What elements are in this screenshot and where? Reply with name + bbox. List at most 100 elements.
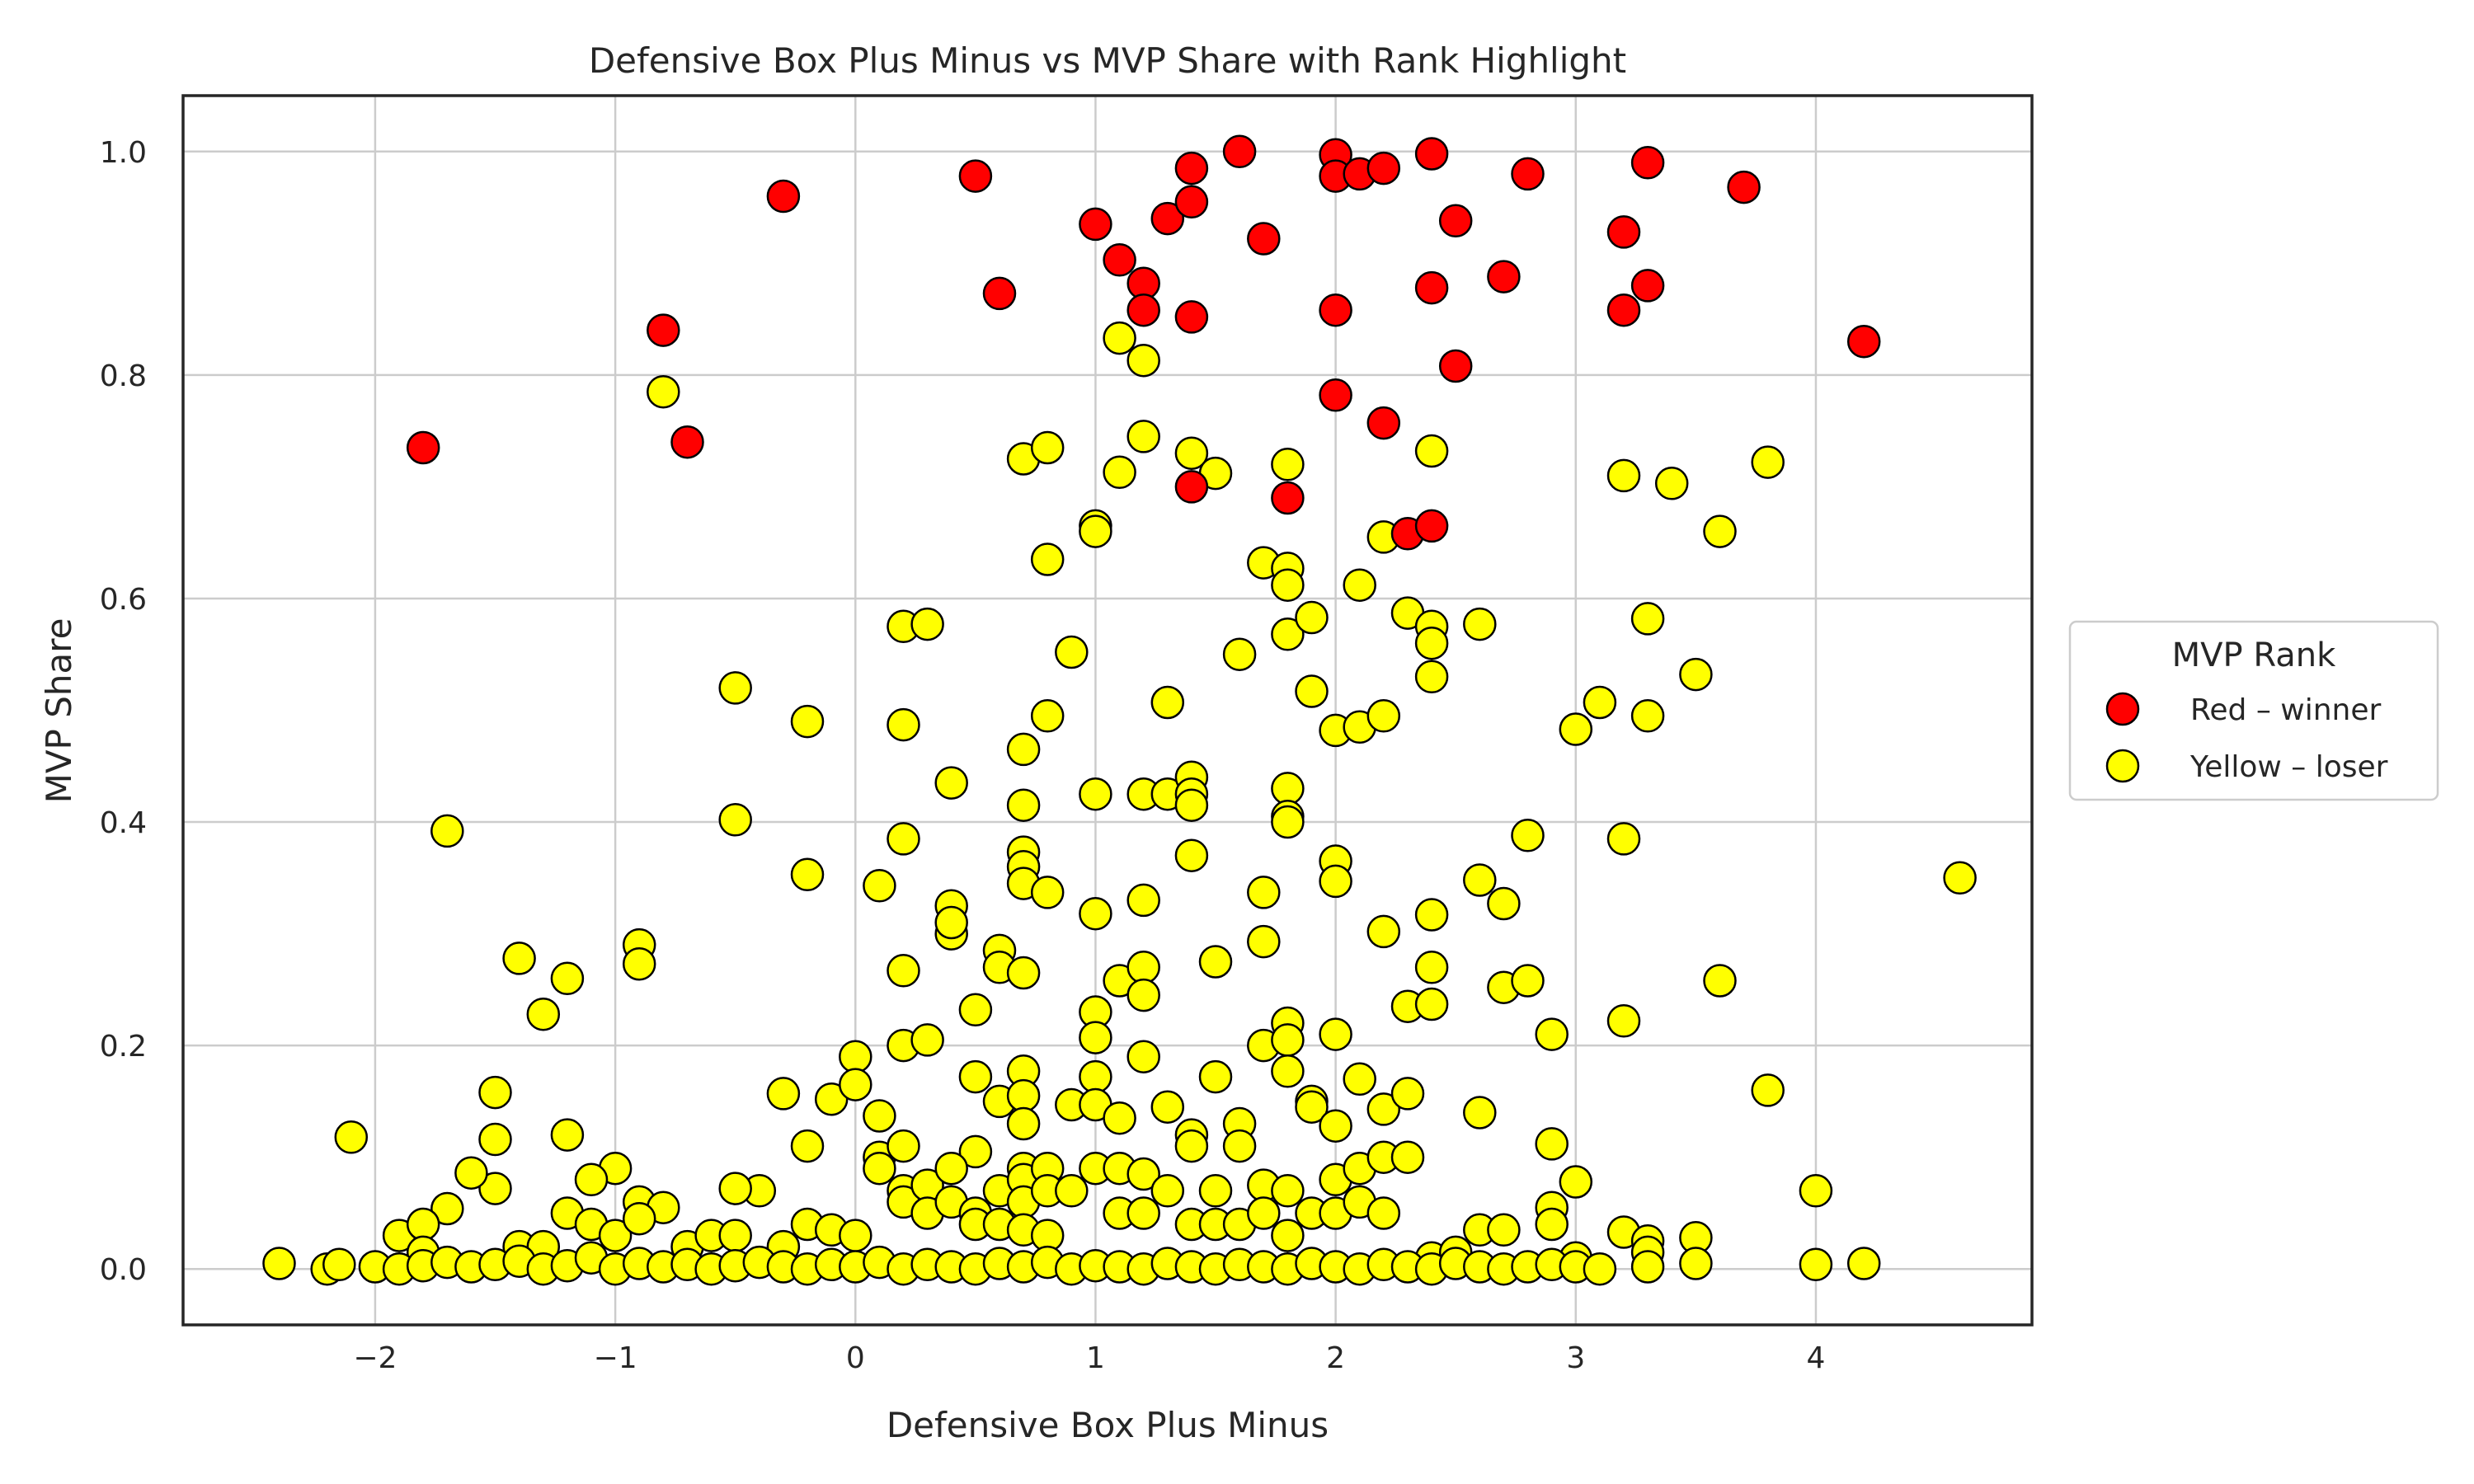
data-point-loser	[1630, 602, 1665, 636]
legend-entry-loser: Yellow – loser	[2189, 750, 2388, 784]
data-point-loser	[1271, 1023, 1305, 1057]
data-point-loser	[1247, 1196, 1281, 1230]
data-point-loser	[1030, 542, 1065, 576]
legend-marker-loser	[2105, 749, 2140, 783]
data-point-loser	[1030, 699, 1065, 733]
data-point-winner	[406, 430, 440, 465]
data-point-loser	[1271, 1174, 1305, 1208]
data-point-loser	[526, 997, 561, 1031]
data-point-winner	[1174, 300, 1209, 334]
data-point-loser	[863, 869, 896, 903]
data-point-loser	[574, 1162, 609, 1197]
data-point-winner	[1174, 151, 1209, 186]
data-point-loser	[1343, 568, 1376, 602]
data-point-loser	[1126, 978, 1160, 1012]
data-point-loser	[1150, 685, 1185, 720]
data-point-loser	[1174, 1129, 1209, 1163]
data-point-loser	[1198, 1174, 1233, 1208]
data-point-loser	[622, 1201, 656, 1236]
data-point-loser	[1319, 864, 1352, 899]
x-tick-label: 0	[846, 1341, 865, 1375]
data-point-loser	[1679, 1247, 1713, 1280]
data-point-loser	[934, 1151, 968, 1186]
data-point-loser	[1030, 430, 1065, 465]
data-point-loser	[887, 1129, 920, 1163]
y-axis-ticks: 0.0 0.2 0.4 0.6 0.8 1.0	[100, 136, 147, 1287]
x-tick-label: −2	[353, 1341, 397, 1375]
y-tick-label: 1.0	[100, 136, 147, 170]
data-point-winner	[1606, 215, 1641, 249]
data-point-loser	[1103, 1101, 1136, 1135]
data-point-loser	[1559, 712, 1593, 746]
data-point-winner	[1487, 260, 1521, 294]
data-point-loser	[1366, 1196, 1401, 1230]
data-point-loser	[1751, 1073, 1785, 1107]
data-point-winner	[670, 425, 704, 459]
data-point-loser	[766, 1077, 801, 1111]
data-point-loser	[1295, 600, 1329, 635]
data-point-loser	[454, 1156, 488, 1190]
data-point-winner	[1630, 146, 1665, 180]
data-point-loser	[1943, 861, 1977, 895]
legend-title: MVP Rank	[2172, 636, 2336, 674]
data-point-loser	[1535, 1017, 1569, 1051]
data-point-loser	[958, 1134, 993, 1169]
x-tick-label: 1	[1086, 1341, 1105, 1375]
data-point-loser	[839, 1219, 872, 1252]
chart-title: Defensive Box Plus Minus vs MVP Share wi…	[589, 40, 1626, 81]
y-tick-label: 0.8	[100, 359, 147, 393]
data-point-loser	[1319, 1017, 1352, 1051]
data-point-loser	[1390, 1140, 1425, 1174]
data-point-loser	[1126, 1157, 1160, 1191]
data-point-loser	[1366, 699, 1401, 733]
data-point-loser	[1390, 1077, 1425, 1111]
data-point-loser	[1006, 732, 1041, 767]
data-point-loser	[1055, 635, 1089, 669]
data-point-loser	[1126, 883, 1160, 918]
data-point-loser	[430, 814, 464, 848]
data-point-loser	[1174, 436, 1209, 470]
data-point-loser	[1079, 896, 1112, 931]
data-point-winner	[1319, 378, 1352, 412]
data-point-loser	[262, 1247, 296, 1280]
data-point-loser	[887, 822, 920, 856]
data-point-loser	[1606, 458, 1641, 493]
data-point-loser	[1606, 822, 1641, 856]
data-point-loser	[1295, 1090, 1329, 1124]
data-point-loser	[1414, 626, 1449, 660]
data-point-loser	[1174, 838, 1209, 872]
data-point-loser	[1799, 1174, 1833, 1208]
data-point-loser	[1343, 1062, 1376, 1097]
data-point-winner	[1366, 406, 1401, 440]
x-tick-label: 2	[1326, 1341, 1345, 1375]
data-point-loser	[1414, 951, 1449, 984]
data-point-loser	[502, 942, 536, 975]
data-point-loser	[1463, 607, 1497, 641]
data-point-loser	[790, 1129, 825, 1163]
data-point-winner	[1222, 134, 1257, 169]
data-point-loser	[478, 1122, 512, 1157]
data-point-loser	[1583, 685, 1617, 720]
data-point-winner	[1438, 349, 1473, 383]
data-point-loser	[1414, 987, 1449, 1021]
data-point-loser	[887, 954, 920, 988]
data-point-loser	[334, 1120, 369, 1154]
data-point-loser	[1487, 886, 1521, 921]
y-tick-label: 0.6	[100, 583, 147, 617]
data-point-loser	[1126, 1196, 1160, 1230]
data-point-loser	[814, 1082, 849, 1116]
data-point-loser	[1414, 898, 1449, 932]
data-point-loser	[1247, 924, 1281, 959]
data-point-winner	[1438, 204, 1473, 238]
data-point-loser	[406, 1207, 440, 1242]
data-point-loser	[1079, 1021, 1112, 1054]
data-point-loser	[839, 1040, 872, 1073]
data-point-loser	[790, 857, 825, 892]
data-point-loser	[1079, 777, 1112, 811]
data-point-loser	[934, 905, 968, 940]
y-tick-label: 0.4	[100, 806, 147, 840]
data-point-loser	[1511, 819, 1545, 852]
data-point-loser	[1535, 1207, 1569, 1242]
data-point-winner	[982, 276, 1017, 311]
data-point-loser	[958, 1059, 993, 1094]
